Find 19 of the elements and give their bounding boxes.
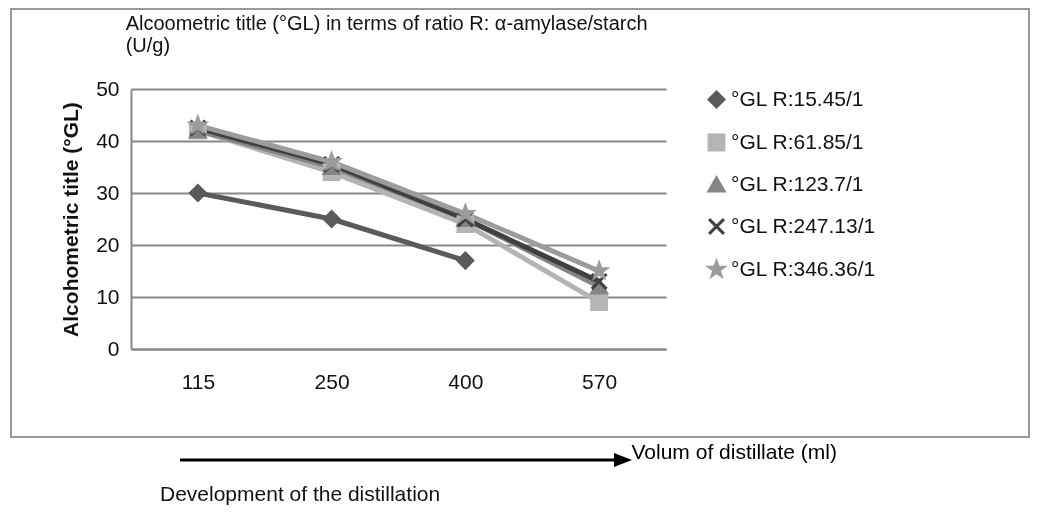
legend-label: °GL R:61.85/1 <box>731 129 864 153</box>
y-tick-label: 20 <box>96 232 120 256</box>
legend-label: °GL R:247.13/1 <box>731 213 876 237</box>
legend-label: °GL R:15.45/1 <box>731 86 864 110</box>
x-tick-label: 115 <box>181 369 216 393</box>
y-tick-label: 40 <box>96 128 120 152</box>
legend-label: °GL R:123.7/1 <box>731 171 864 195</box>
x-tick-label: 570 <box>582 369 618 393</box>
y-tick-label: 30 <box>96 180 120 204</box>
x-axis-title: Volum of distillate (ml) <box>631 439 837 463</box>
chart-title: Alcoometric title (°GL) in terms of ratio R: α-amylase/starch (U/g) <box>125 12 648 56</box>
y-axis-title: Alcohometric title (°GL) <box>59 102 83 337</box>
text: Development of the distillation <box>160 482 441 506</box>
x-tick-label: 250 <box>314 369 350 393</box>
y-tick-label: 10 <box>96 284 120 308</box>
y-tick-label: 0 <box>107 336 120 360</box>
legend-label: °GL R:346.36/1 <box>731 256 876 280</box>
x-tick-label: 400 <box>448 369 484 393</box>
y-tick-label: 50 <box>96 76 120 100</box>
